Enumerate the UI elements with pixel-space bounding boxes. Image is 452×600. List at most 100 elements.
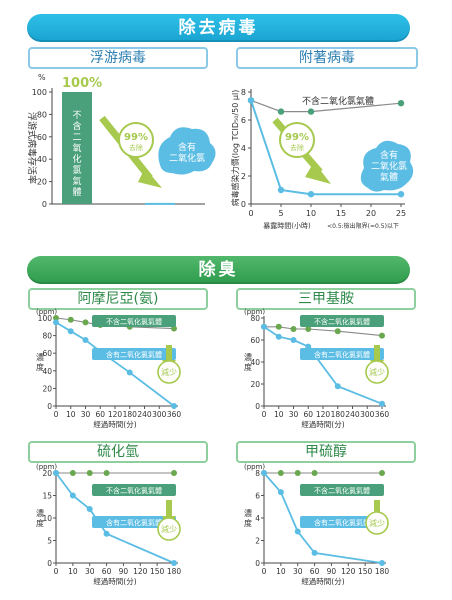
h2s-point [171, 470, 177, 476]
ammonia-xtick-label: 60 [95, 410, 105, 419]
tma-xtick-label: 120 [316, 410, 331, 419]
floating-virus-title: 浮游病毒 [28, 47, 208, 69]
tma-xtick-label: 300 [360, 410, 375, 419]
h2s-ytick-label: 20 [42, 469, 52, 478]
attached-xtick-label: 5 [278, 209, 283, 218]
floating-ytick-label: 40 [37, 155, 47, 164]
methyl-xtick-label: 120 [341, 567, 356, 576]
ammonia-xtick-label: 0 [54, 410, 59, 419]
ammonia-ylabel-char: 度 [36, 362, 44, 372]
ammonia-point [82, 337, 89, 343]
attached-point [397, 191, 405, 198]
h2s-xtick-label: 0 [54, 567, 59, 576]
ammonia-point [126, 369, 133, 376]
ammonia-reduce-badge [157, 360, 181, 384]
floating-bar-label-char: 氣 [72, 175, 81, 187]
methyl-xtick-label: 10 [276, 567, 286, 576]
methyl-xtick-label: 30 [293, 567, 303, 576]
ammonia-point [82, 319, 89, 326]
floating-ytick-label: 20 [37, 178, 47, 187]
tma-point [275, 323, 282, 330]
floating-bar-label-char: 二 [72, 133, 81, 143]
attached-ytick-label: 8 [241, 88, 246, 97]
ammonia-xtick-label: 10 [66, 410, 76, 419]
floating-ytick-label: 60 [37, 133, 47, 142]
methyl-point [379, 470, 385, 476]
h2s-point [69, 470, 76, 476]
attached-cloud-line: 二氧化氯 [371, 160, 407, 172]
tma-point [290, 337, 297, 343]
floating-bar-label: 不含二氧化氯氣體 [72, 110, 81, 198]
ammonia-point [67, 316, 74, 323]
h2s-title: 硫化氫 [28, 441, 208, 463]
h2s-legend-box-1 [92, 516, 176, 528]
h2s-xtick-label: 10 [68, 567, 78, 576]
floating-arrow-head [138, 168, 162, 188]
ammonia-xtick-label: 240 [137, 410, 152, 419]
h2s-point [86, 506, 93, 512]
ammonia-xtick-label: 30 [81, 410, 91, 419]
attached-ytick-label: 4 [241, 144, 246, 153]
h2s-point [53, 470, 59, 476]
h2s-point [69, 492, 76, 499]
tma-xtick-label: 60 [303, 410, 313, 419]
tma-series-line [264, 326, 383, 337]
floating-bar-label-char: 含 [72, 120, 81, 132]
tma-legend-box-1 [300, 348, 384, 360]
tma-point [261, 323, 267, 330]
tma-ytick-label: 80 [250, 314, 260, 323]
attached-series-label-0: 不含二氧化氯氣體 [302, 95, 374, 107]
floating-badge [118, 122, 154, 158]
h2s-point [103, 470, 110, 476]
attached-ytick-label: 2 [241, 172, 246, 181]
methyl-ytick-label: 6 [255, 492, 260, 501]
attached-xtick-label: 25 [396, 209, 406, 218]
floating-bar-label-char: 不 [72, 110, 81, 121]
methyl-title: 甲硫醇 [236, 441, 416, 463]
attached-arrow-head [305, 162, 331, 184]
tma-xtick-label: 180 [331, 410, 346, 419]
ammonia-unit: (ppm) [36, 308, 57, 316]
ammonia-series-line [55, 321, 175, 407]
ammonia-xtick-label: 120 [108, 410, 123, 419]
ammonia-ytick-label: 100 [38, 314, 53, 323]
h2s-xtick-label: 180 [167, 567, 182, 576]
methyl-xtick-label: 60 [310, 567, 320, 576]
ammonia-legend-box-0 [92, 315, 176, 327]
tma-reduce-label: 減少 [369, 367, 385, 377]
tma-ytick-label: 20 [250, 380, 260, 389]
attached-xtick-label: 15 [336, 209, 346, 218]
attached-point [307, 108, 315, 115]
attached-ytick-label: 6 [241, 116, 246, 125]
floating-ytick-label: 80 [37, 110, 47, 119]
ammonia-legend-label-1: 含有二氧化氯氣體 [106, 350, 162, 359]
ammonia-xtick-label: 180 [123, 410, 138, 419]
h2s-ylabel-char: 度 [36, 518, 44, 528]
tma-point [379, 400, 385, 407]
h2s-ytick-label: 10 [42, 514, 52, 523]
methyl-point [294, 470, 301, 476]
floating-bar-label-char: 體 [72, 186, 81, 198]
methyl-point [311, 549, 318, 556]
ammonia-point [53, 315, 59, 321]
ammonia-xtick-label: 300 [152, 410, 167, 419]
h2s-xtick-label: 150 [150, 567, 165, 576]
attached-badge-sub: 去除 [290, 143, 304, 152]
attached-point [397, 100, 405, 107]
methyl-xtick-label: 150 [358, 567, 373, 576]
attached-ytick-label: 0 [241, 200, 246, 209]
tma-xlabel: 經過時間(分) [301, 419, 344, 429]
floating-badge-pct: 99% [124, 132, 148, 143]
h2s-ytick-label: 15 [42, 492, 52, 501]
attached-badge [279, 122, 315, 158]
floating-ytick-label: 100 [32, 88, 47, 97]
methyl-point [311, 470, 318, 476]
floating-cloud-line1: 含有 [178, 141, 196, 153]
tma-xtick-label: 10 [274, 410, 284, 419]
h2s-xtick-label: 90 [119, 567, 129, 576]
methyl-ytick-label: 2 [255, 537, 260, 546]
h2s-xtick-label: 120 [133, 567, 148, 576]
ammonia-xlabel: 經過時間(分) [93, 419, 136, 429]
tma-reduce-badge [365, 360, 389, 384]
